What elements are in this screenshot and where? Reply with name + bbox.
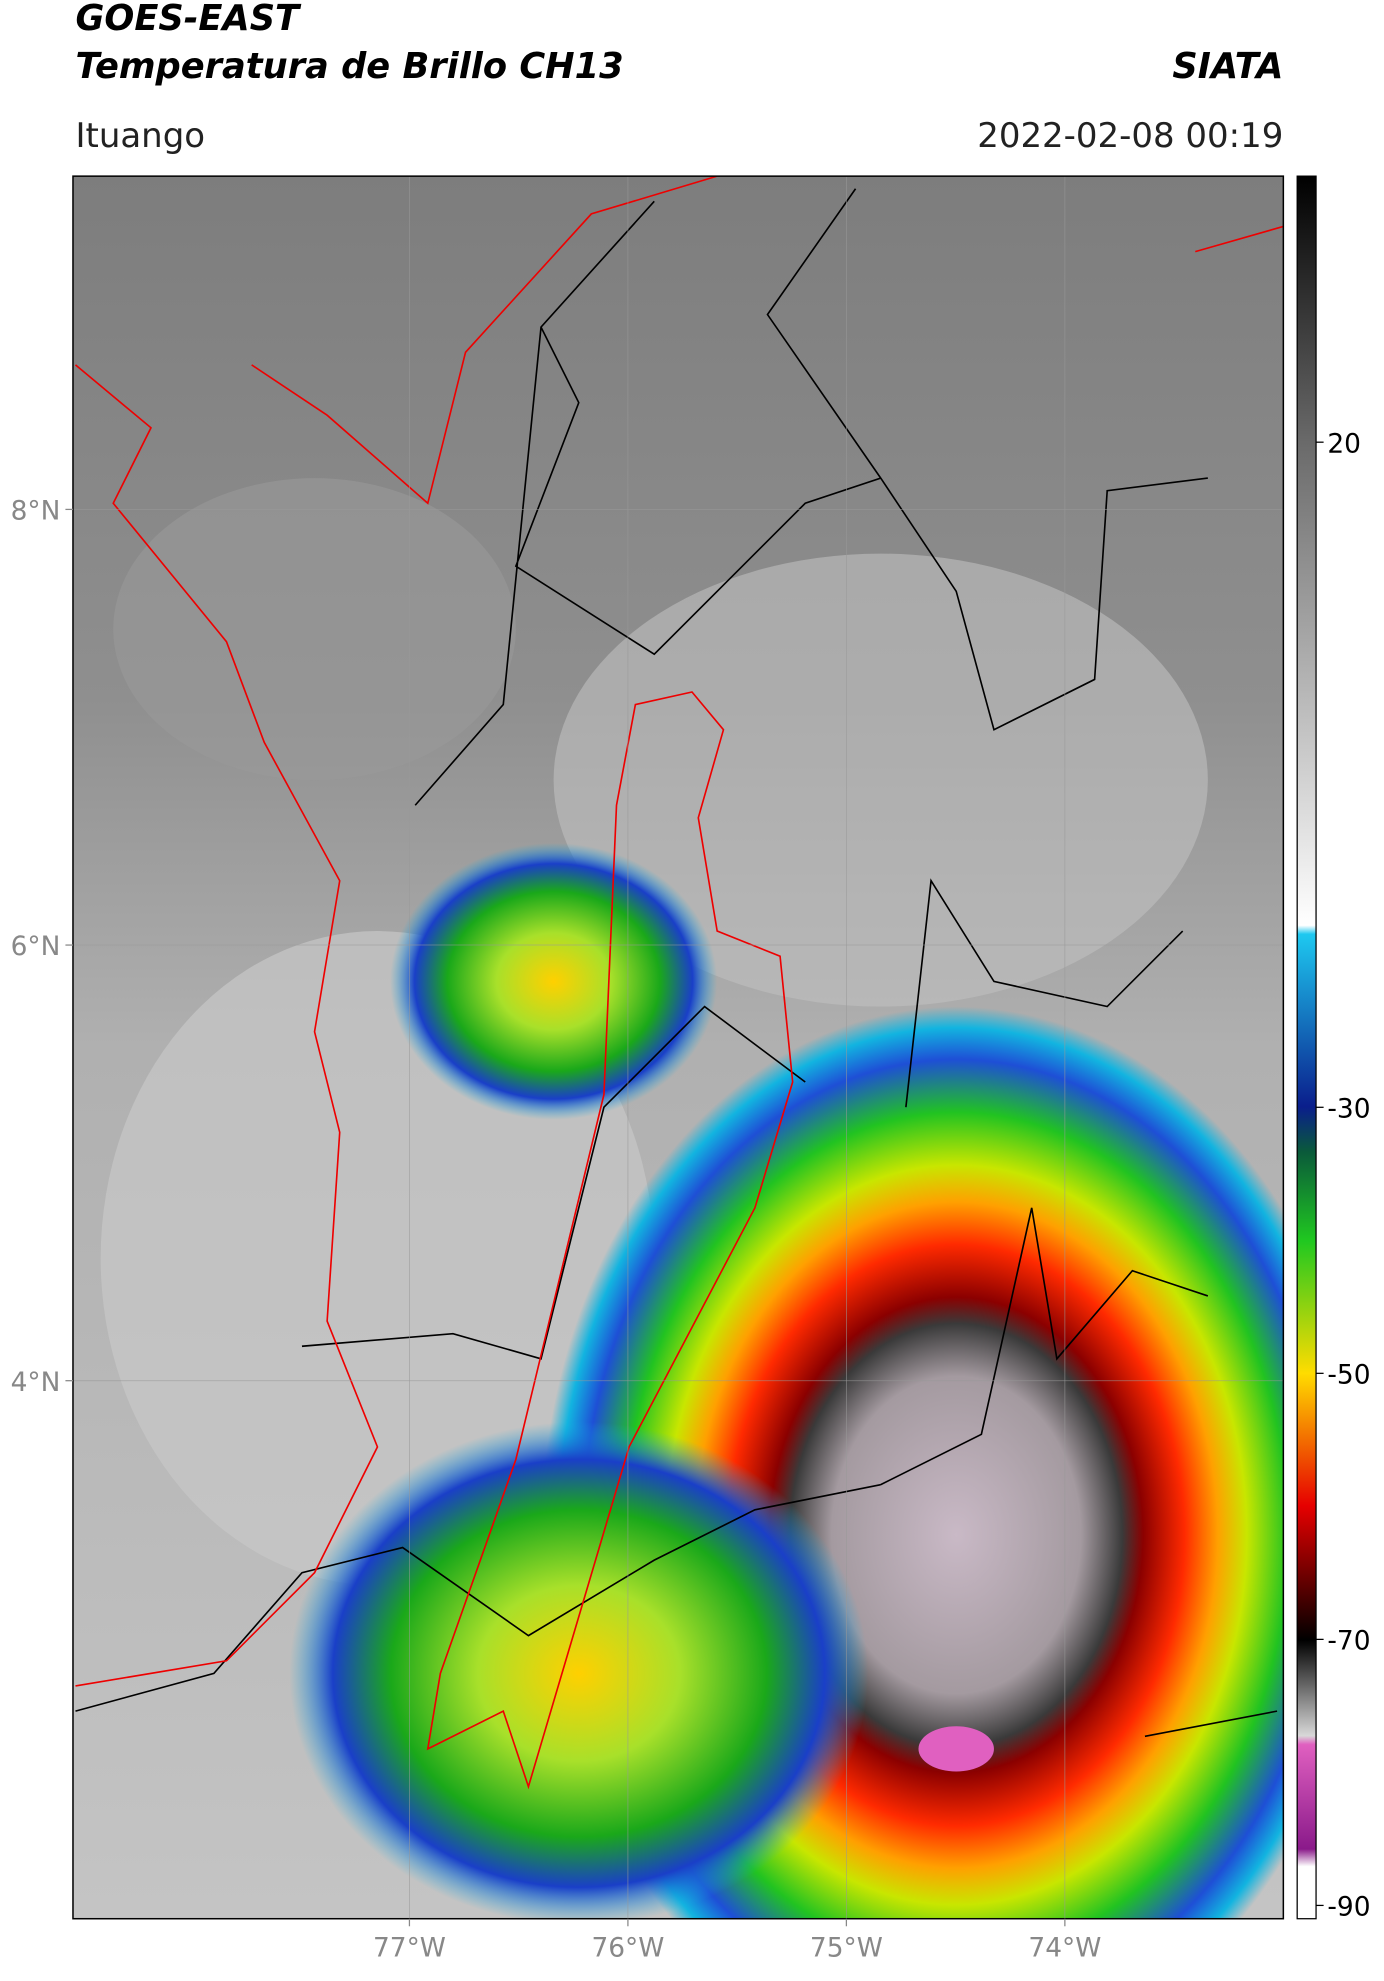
y-tick-label: 8°N [11, 495, 61, 526]
y-tick-label: 4°N [11, 1367, 61, 1398]
colorbar-label: -50 [1327, 1359, 1370, 1390]
x-tick-label: 76°W [591, 1932, 664, 1963]
subtitle: Temperatura de Brillo CH13 [75, 46, 623, 87]
x-tick-label: 77°W [373, 1932, 446, 1963]
x-tick-label: 74°W [1028, 1932, 1101, 1963]
colorbar-label: 20 [1327, 428, 1361, 459]
brand: SIATA [1172, 46, 1283, 87]
satellite-image [72, 176, 1284, 1919]
x-tick-label: 75°W [810, 1932, 883, 1963]
y-tick-label: 6°N [11, 931, 61, 962]
colorbar-label: -90 [1327, 1891, 1370, 1922]
map-frame [72, 175, 1285, 1920]
colorbar [1296, 175, 1317, 1920]
graticule [72, 176, 1284, 1919]
datetime: 2022-02-08 00:19 [977, 116, 1283, 156]
colorbar-label: -30 [1327, 1093, 1370, 1124]
colorbar-label: -70 [1327, 1625, 1370, 1656]
title: GOES-EAST [75, 0, 302, 39]
location: Ituango [75, 116, 205, 156]
